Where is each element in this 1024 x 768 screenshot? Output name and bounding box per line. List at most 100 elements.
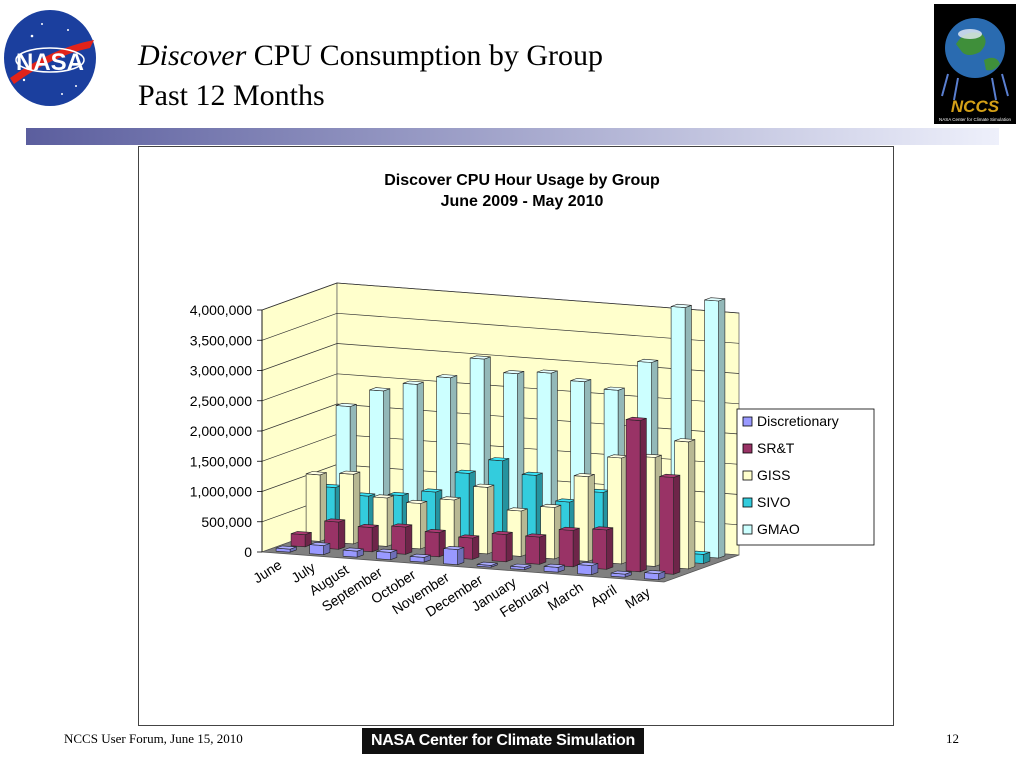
legend-swatch — [742, 470, 753, 481]
slide-subtitle: Past 12 Months — [138, 79, 325, 112]
bar-top — [537, 369, 558, 374]
bar-side — [606, 527, 614, 570]
bar-front — [443, 548, 458, 566]
bar — [357, 523, 379, 553]
gridline — [261, 343, 740, 374]
bar-front — [558, 529, 574, 568]
bar — [543, 563, 565, 573]
bar — [659, 473, 681, 575]
title-rest: CPU Consumption by Group — [246, 39, 604, 72]
bar-side — [572, 527, 580, 568]
chart-title: Discover CPU Hour Usage by Group — [384, 172, 660, 189]
bar — [409, 553, 431, 563]
nasa-logo: NASA — [4, 10, 96, 106]
bar-top — [544, 563, 565, 568]
bar-top — [704, 297, 726, 302]
bar-top — [644, 569, 666, 575]
bar-top — [421, 488, 443, 493]
bar-side — [718, 298, 726, 559]
bar-front — [625, 419, 641, 573]
bar-top — [305, 471, 327, 476]
chart-subtitle: June 2009 - May 2010 — [441, 193, 604, 210]
bar-top — [387, 491, 409, 496]
bar-top — [604, 386, 625, 391]
bar-front — [577, 564, 592, 576]
bar-top — [510, 563, 532, 568]
bar-top — [637, 358, 658, 363]
bar-top — [670, 303, 692, 308]
bar-top — [522, 471, 543, 476]
bar-side — [457, 546, 465, 566]
y-tick-label: 2,500,000 — [190, 393, 252, 409]
bar-top — [469, 355, 491, 360]
bar-top — [276, 545, 297, 550]
bar-front — [704, 299, 719, 559]
cpu-usage-chart: Discover CPU Hour Usage by Group June 20… — [190, 172, 875, 620]
bar — [525, 533, 547, 565]
bar-top — [503, 370, 525, 375]
plot-area: 0 500,000 1,000,000 1,500,000 2,000,000 2,500… — [190, 282, 740, 620]
bar-top — [659, 473, 681, 478]
bar-front — [290, 533, 306, 548]
bar — [443, 545, 465, 566]
bar-top — [454, 469, 476, 474]
bar-top — [436, 374, 458, 379]
bar-side — [405, 524, 413, 555]
bar-top — [357, 523, 379, 528]
bar-top — [372, 494, 394, 499]
bar — [324, 518, 346, 550]
bar — [625, 416, 647, 573]
legend-label: Discretionary — [757, 413, 839, 429]
bar-front — [659, 476, 674, 575]
y-tick-label: 4,000,000 — [190, 302, 252, 318]
bar-side — [639, 417, 647, 573]
bar — [644, 569, 666, 581]
bar-top — [376, 548, 397, 553]
legend-swatch — [742, 416, 753, 427]
bar-top — [342, 547, 364, 552]
x-tick-label: May — [622, 584, 653, 612]
bar — [275, 545, 297, 553]
bar — [506, 507, 528, 557]
bar-side — [688, 439, 696, 570]
bar-top — [324, 518, 346, 523]
bar — [290, 531, 312, 548]
chart-frame: Discover CPU Hour Usage by Group June 20… — [138, 146, 894, 726]
bar — [309, 541, 331, 556]
bar-top — [443, 545, 465, 550]
bar — [305, 471, 327, 542]
bar — [424, 528, 446, 558]
legend: Discretionary SR&T GISS SIVO GMAO — [736, 408, 875, 546]
y-tick-label: 2,000,000 — [190, 423, 252, 439]
legend-swatch — [742, 524, 753, 535]
bar-top — [406, 499, 427, 504]
x-tick-label: March — [545, 579, 586, 614]
bar-top — [611, 570, 632, 575]
bar-top — [473, 483, 495, 488]
bar-top — [488, 457, 510, 462]
footer-banner: NASA Center for Climate Simulation — [362, 728, 644, 754]
bar — [391, 523, 413, 555]
bar-top — [540, 503, 562, 508]
x-tick-label: April — [587, 581, 619, 610]
bar — [558, 526, 580, 568]
bar-front — [491, 533, 507, 563]
nasa-logo-text: NASA — [16, 49, 84, 76]
bar-top — [309, 541, 330, 546]
bar — [376, 548, 398, 561]
x-tick-label: June — [250, 556, 284, 586]
bar — [491, 530, 513, 563]
bar — [704, 297, 726, 559]
bar-top — [506, 507, 528, 512]
bar-top — [625, 416, 647, 421]
nccs-logo-caption: NASA Center for Climate Simulation — [939, 117, 1012, 122]
bar-side — [505, 531, 513, 563]
bar-top — [570, 378, 591, 383]
bar — [510, 563, 532, 571]
y-tick-label: 1,500,000 — [190, 453, 252, 469]
footer-event: NCCS User Forum, June 15, 2010 — [64, 731, 243, 746]
bar-top — [674, 438, 696, 443]
bar-top — [424, 528, 446, 533]
bar — [592, 526, 614, 570]
bar-side — [371, 524, 379, 553]
